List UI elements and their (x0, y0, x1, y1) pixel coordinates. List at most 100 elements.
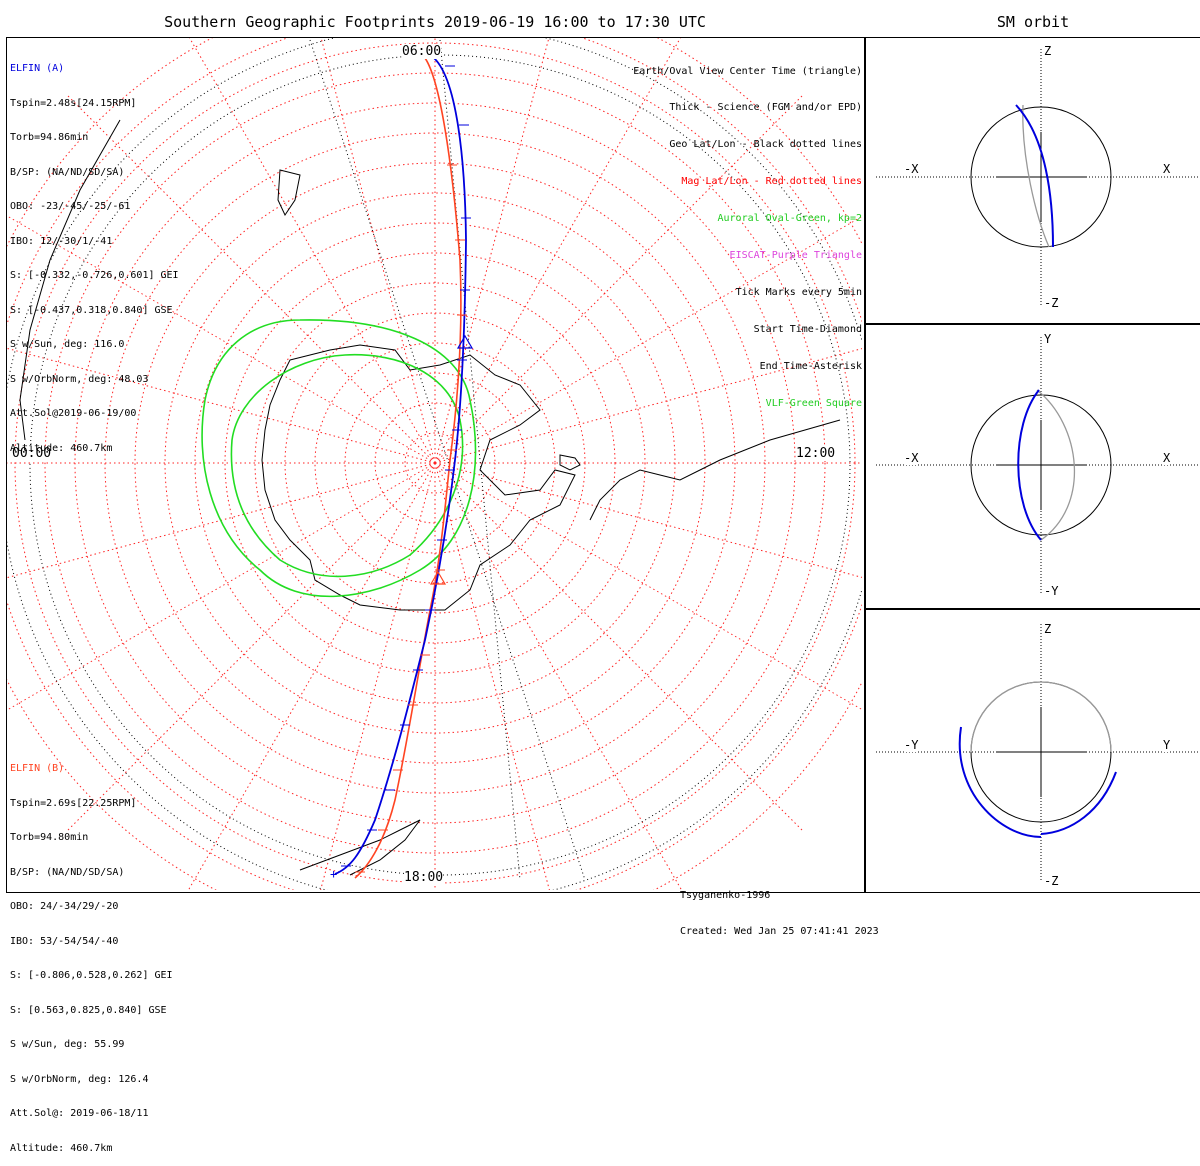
sm-xz-left-label: -X (904, 162, 919, 176)
elfin-a-line: S w/Sun, deg: 116.0 (10, 339, 125, 350)
elfin-b-name: ELFIN (B) (10, 763, 65, 774)
sm-xy-left-label: -X (904, 451, 919, 465)
legend-item: Auroral Oval-Green, kp=2 (717, 213, 863, 225)
elfin-b-line: S: [-0.806,0.528,0.262] GEI (10, 970, 173, 981)
legend-item: Tick Marks every 5min (735, 286, 862, 298)
model-name: Tsyganenko-1996 (680, 890, 771, 901)
elfin-a-center-triangle (456, 334, 474, 349)
legend-item: Geo Lat/Lon - Black dotted lines (669, 139, 862, 151)
auroral-oval-inner (230, 353, 464, 578)
geo-lon-line (439, 39, 521, 881)
mag-lon-line (434, 348, 862, 464)
sm-panel-xy (876, 337, 1200, 593)
plot-title: Southern Geographic Footprints 2019-06-1… (164, 13, 706, 31)
sm-xz-top-label: Z (1044, 44, 1052, 58)
elfin-a-line: B/SP: (NA/ND/SD/SA) (10, 166, 125, 178)
sm-panel-yz (876, 624, 1200, 880)
mag-lon-line (434, 462, 550, 890)
legend-item: Mag Lat/Lon - Red dotted lines (681, 176, 862, 188)
antarctica-coastline (261, 344, 576, 611)
coastline (19, 119, 121, 441)
sm-panel-xz (865, 37, 1200, 325)
sm-xy-bottom-label: -Y (1044, 584, 1059, 598)
sm-yz-bottom-label: -Z (1044, 874, 1059, 888)
legend-item: VLF-Green Square (765, 397, 862, 409)
mlt-label-top: 06:00 (402, 44, 442, 59)
footprint-map: + (7, 38, 1200, 890)
mlt-label-left: 00:00 (12, 446, 52, 461)
elfin-b-line: S w/OrbNorm, deg: 126.4 (10, 1073, 149, 1085)
orbit-b (1036, 389, 1076, 541)
sm-orbit-title: SM orbit (996, 13, 1070, 31)
map-layer: + (7, 38, 862, 890)
sm-xy-right-label: X (1163, 451, 1171, 465)
mag-lon-line (434, 462, 804, 832)
legend-item: Earth/Oval View Center Time (triangle) (633, 65, 862, 77)
elfin-b-info: ELFIN (B) Tspin=2.69s[22.25RPM] Torb=94.… (10, 740, 173, 1166)
sm-xy-top-label: Y (1044, 332, 1052, 346)
legend-item: Start Time-Diamond (753, 323, 862, 335)
elfin-a-name: ELFIN (A) (10, 63, 65, 74)
elfin-a-line: Torb=94.86min (10, 132, 89, 143)
orbit-a (958, 726, 1042, 838)
credit: Tsyganenko-1996 Created: Wed Jan 25 07:4… (680, 866, 879, 950)
sm-panel-xy (865, 323, 1200, 610)
mag-lon-line (66, 462, 436, 832)
mag-lat-circle (314, 342, 556, 584)
created-timestamp: Created: Wed Jan 25 07:41:41 2023 (680, 926, 879, 937)
sm-panel-xz (876, 49, 1200, 305)
mag-lat-circle (224, 252, 646, 674)
elfin-a-track (334, 54, 467, 875)
elfin-a-info: ELFIN (A) Tspin=2.48s[24.15RPM] Torb=94.… (10, 40, 179, 466)
elfin-a-line: Tspin=2.48s[24.15RPM] (10, 97, 137, 109)
island-coastline (559, 454, 581, 471)
legend-item: End Time-Asterisk (759, 360, 862, 372)
sm-xz-right-label: X (1163, 162, 1171, 176)
new-zealand-coastline (277, 169, 301, 217)
map-legend: Earth/Oval View Center Time (triangle) T… (633, 41, 862, 422)
elfin-b-line: Torb=94.80min (10, 832, 89, 843)
elfin-a-line: S: [-0.437,0.318,0.840] GSE (10, 304, 173, 316)
elfin-a-line: IBO: 12/-30/1/-41 (10, 235, 113, 247)
elfin-b-line: OBO: 24/-34/29/-20 (10, 901, 119, 912)
mag-lon-line (434, 462, 683, 890)
elfin-b-center-triangle (429, 570, 447, 585)
elfin-b-line: Altitude: 460.7km (10, 1142, 113, 1154)
mlt-label-bottom: 18:00 (404, 870, 444, 885)
map-frame (6, 37, 865, 893)
mag-lon-line (434, 38, 681, 464)
elfin-a-line: Altitude: 460.7km (10, 442, 113, 454)
legend-item: Thick - Science (FGM and/or EPD) (669, 102, 862, 114)
geo-lon-line (309, 39, 586, 881)
elfin-a-line: Att.Sol@2019-06-19/00 (10, 408, 137, 419)
mag-lon-line (434, 38, 550, 464)
mag-lon-line (7, 215, 436, 464)
elfin-b-line: Att.Sol@: 2019-06-18/11 (10, 1108, 149, 1119)
elfin-b-line: Tspin=2.69s[22.25RPM] (10, 797, 137, 809)
elfin-b-track (354, 57, 462, 879)
mlt-label-right: 12:00 (796, 446, 836, 461)
mag-lon-line (434, 462, 862, 711)
elfin-b-line: IBO: 53/-54/54/-40 (10, 935, 119, 947)
mag-lon-line (7, 462, 436, 579)
elfin-b-line: S: [0.563,0.825,0.840] GSE (10, 1004, 167, 1016)
orbit-a (1017, 389, 1042, 541)
elfin-b-line: S w/Sun, deg: 55.99 (10, 1039, 125, 1050)
mag-lon-line (187, 462, 436, 890)
mag-lon-line (7, 462, 436, 711)
elfin-b-line: B/SP: (NA/ND/SD/SA) (10, 866, 125, 878)
sm-yz-left-label: -Y (904, 738, 919, 752)
mag-lon-line (434, 215, 862, 464)
mag-lat-circle (134, 162, 736, 764)
earth-circle (970, 106, 1112, 248)
sm-panel-yz (865, 608, 1200, 893)
south-america-coastline (299, 819, 421, 876)
sm-xz-bottom-label: -Z (1044, 296, 1059, 310)
orbit-a (1015, 104, 1054, 248)
mag-lat-circle (44, 72, 826, 854)
mag-lon-line (320, 38, 436, 464)
mag-lon-line (434, 94, 804, 464)
orbit-b (1022, 104, 1050, 248)
coastline (589, 419, 841, 521)
mag-lon-line (7, 347, 436, 464)
